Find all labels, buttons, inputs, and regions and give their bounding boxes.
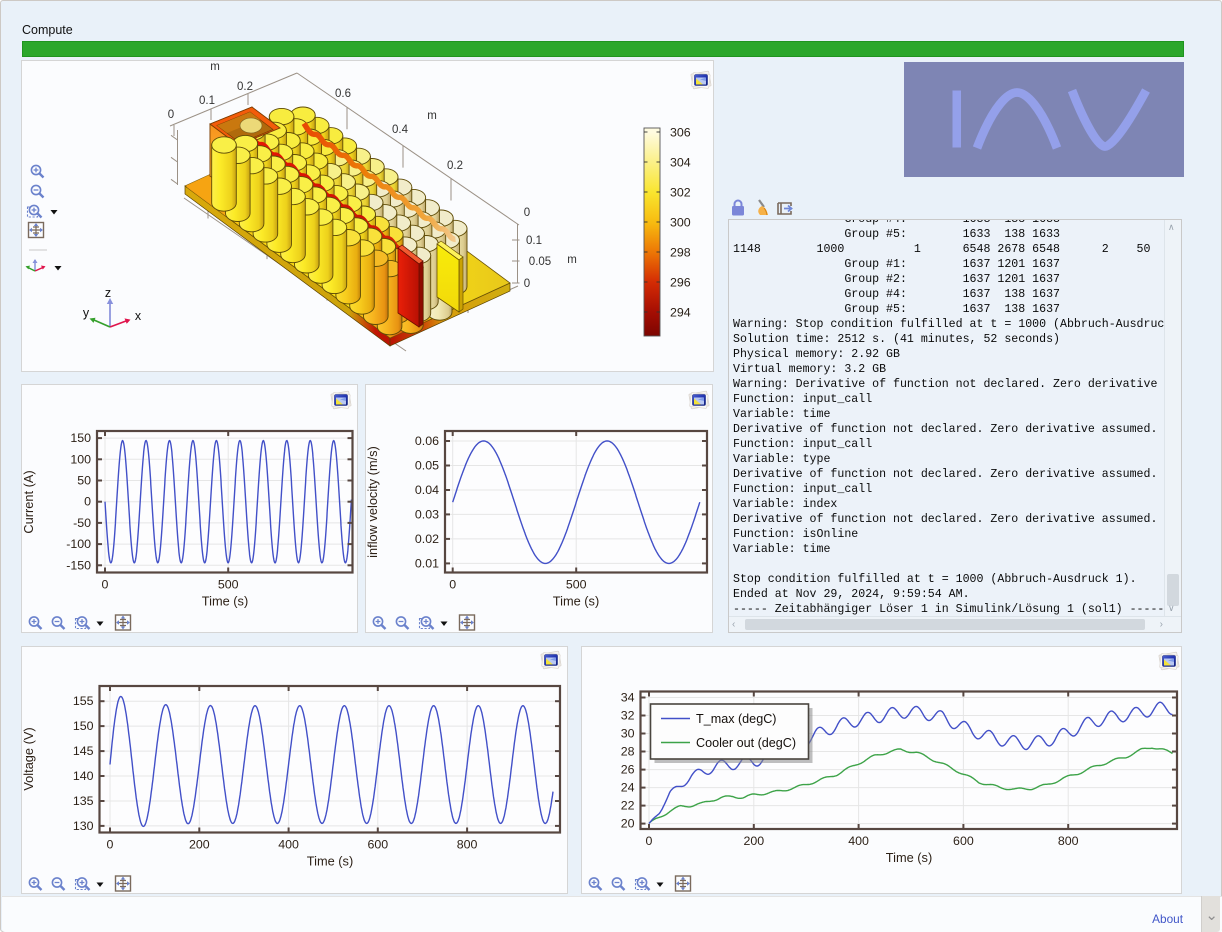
svg-text:Voltage (V): Voltage (V) bbox=[22, 727, 36, 790]
svg-text:50: 50 bbox=[77, 474, 91, 488]
svg-text:0.2: 0.2 bbox=[447, 160, 463, 172]
svg-text:-100: -100 bbox=[66, 537, 91, 551]
svg-text:0: 0 bbox=[646, 834, 653, 848]
svg-text:x: x bbox=[135, 309, 142, 323]
svg-text:600: 600 bbox=[367, 838, 388, 852]
svg-text:500: 500 bbox=[218, 578, 239, 592]
svg-text:400: 400 bbox=[278, 838, 299, 852]
svg-text:0.01: 0.01 bbox=[415, 556, 439, 570]
svg-text:22: 22 bbox=[621, 799, 635, 813]
svg-text:306: 306 bbox=[670, 126, 691, 140]
svg-text:Time (s): Time (s) bbox=[202, 594, 248, 609]
svg-text:0.05: 0.05 bbox=[529, 256, 551, 268]
svg-text:140: 140 bbox=[73, 769, 94, 783]
svg-text:302: 302 bbox=[670, 186, 691, 200]
svg-text:145: 145 bbox=[73, 744, 94, 758]
svg-text:0.03: 0.03 bbox=[415, 507, 439, 521]
svg-text:0: 0 bbox=[524, 278, 530, 290]
svg-text:0: 0 bbox=[524, 207, 530, 219]
svg-text:0: 0 bbox=[84, 495, 91, 509]
svg-text:Time (s): Time (s) bbox=[553, 594, 599, 609]
svg-text:y: y bbox=[83, 306, 90, 320]
svg-text:z: z bbox=[105, 286, 111, 300]
svg-text:0.1: 0.1 bbox=[199, 95, 215, 107]
svg-text:30: 30 bbox=[621, 727, 635, 741]
svg-text:600: 600 bbox=[953, 834, 974, 848]
svg-text:0.04: 0.04 bbox=[415, 483, 439, 497]
svg-text:800: 800 bbox=[1058, 834, 1079, 848]
svg-text:Current (A): Current (A) bbox=[22, 470, 36, 533]
svg-text:294: 294 bbox=[670, 306, 691, 320]
svg-text:m: m bbox=[210, 61, 220, 73]
svg-text:-50: -50 bbox=[73, 516, 91, 530]
svg-text:200: 200 bbox=[743, 834, 764, 848]
svg-text:200: 200 bbox=[189, 838, 210, 852]
svg-text:800: 800 bbox=[457, 838, 478, 852]
svg-text:150: 150 bbox=[73, 719, 94, 733]
svg-text:304: 304 bbox=[670, 156, 691, 170]
svg-text:400: 400 bbox=[848, 834, 869, 848]
svg-text:20: 20 bbox=[621, 817, 635, 831]
svg-text:300: 300 bbox=[670, 216, 691, 230]
svg-text:500: 500 bbox=[566, 578, 587, 592]
svg-text:0: 0 bbox=[107, 838, 114, 852]
svg-text:155: 155 bbox=[73, 694, 94, 708]
svg-text:100: 100 bbox=[70, 452, 91, 466]
svg-text:Time (s): Time (s) bbox=[307, 854, 353, 869]
svg-text:34: 34 bbox=[621, 691, 635, 705]
svg-text:296: 296 bbox=[670, 276, 691, 290]
svg-text:0.4: 0.4 bbox=[392, 124, 409, 136]
svg-text:0: 0 bbox=[168, 109, 174, 121]
svg-text:0.2: 0.2 bbox=[237, 81, 253, 93]
svg-text:inflow velocity (m/s): inflow velocity (m/s) bbox=[366, 446, 380, 558]
svg-text:Time (s): Time (s) bbox=[886, 850, 932, 865]
svg-text:135: 135 bbox=[73, 794, 94, 808]
svg-text:m: m bbox=[427, 110, 437, 122]
svg-text:28: 28 bbox=[621, 745, 635, 759]
svg-text:Cooler out (degC): Cooler out (degC) bbox=[696, 736, 796, 750]
svg-text:0.06: 0.06 bbox=[415, 434, 439, 448]
svg-text:0.1: 0.1 bbox=[526, 235, 542, 247]
svg-text:24: 24 bbox=[621, 781, 635, 795]
svg-text:0.6: 0.6 bbox=[335, 88, 351, 100]
svg-text:298: 298 bbox=[670, 246, 691, 260]
svg-text:130: 130 bbox=[73, 819, 94, 833]
svg-text:-150: -150 bbox=[66, 558, 91, 572]
svg-text:m: m bbox=[567, 254, 577, 266]
svg-text:0: 0 bbox=[449, 578, 456, 592]
svg-text:0: 0 bbox=[102, 578, 109, 592]
svg-text:0.05: 0.05 bbox=[415, 459, 439, 473]
svg-text:32: 32 bbox=[621, 709, 635, 723]
svg-text:T_max (degC): T_max (degC) bbox=[696, 712, 776, 726]
svg-text:26: 26 bbox=[621, 763, 635, 777]
svg-text:0.02: 0.02 bbox=[415, 532, 439, 546]
svg-text:150: 150 bbox=[70, 431, 91, 445]
